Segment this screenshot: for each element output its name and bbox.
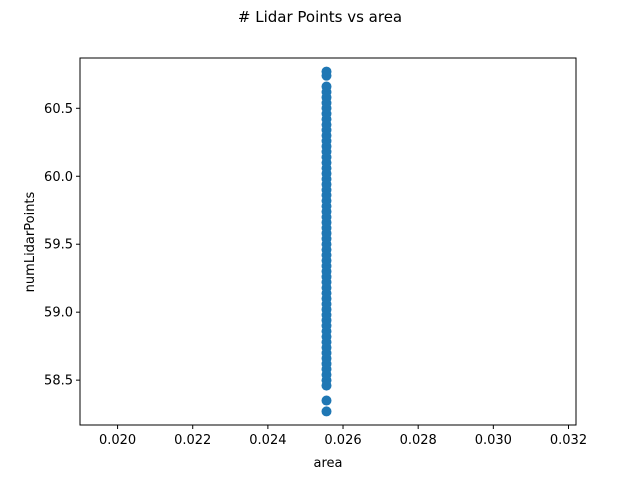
y-tick-label: 59.5 bbox=[44, 238, 73, 253]
y-axis: 58.5 59.0 59.5 60.0 60.5 bbox=[44, 102, 80, 389]
y-tick-label: 60.0 bbox=[44, 170, 73, 185]
y-axis-label: numLidarPoints bbox=[23, 191, 38, 292]
data-points bbox=[321, 66, 332, 417]
y-tick-label: 60.5 bbox=[44, 102, 73, 117]
y-tick-label: 59.0 bbox=[44, 306, 73, 321]
x-tick-label: 0.026 bbox=[324, 433, 361, 448]
x-tick-label: 0.028 bbox=[400, 433, 437, 448]
x-axis-label: area bbox=[314, 456, 343, 471]
y-tick-label: 58.5 bbox=[44, 374, 73, 389]
data-point bbox=[321, 81, 332, 92]
data-point bbox=[321, 66, 332, 77]
chart-title: # Lidar Points vs area bbox=[238, 8, 402, 26]
x-tick-label: 0.030 bbox=[475, 433, 512, 448]
x-tick-label: 0.024 bbox=[249, 433, 286, 448]
x-tick-label: 0.022 bbox=[174, 433, 211, 448]
x-tick-label: 0.020 bbox=[99, 433, 136, 448]
x-tick-label: 0.032 bbox=[550, 433, 587, 448]
data-point bbox=[321, 406, 332, 417]
x-axis: 0.020 0.022 0.024 0.026 0.028 0.030 0.032 bbox=[99, 425, 587, 448]
data-point bbox=[321, 395, 332, 406]
